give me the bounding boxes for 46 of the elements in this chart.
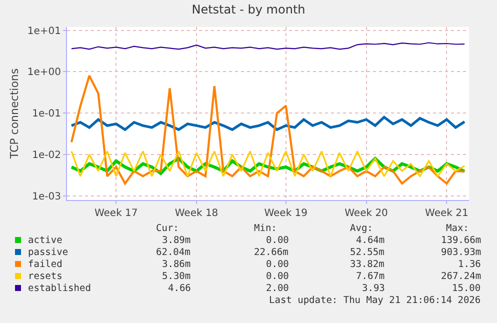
text: 267.24m — [441, 271, 482, 282]
legend-label: resets — [28, 271, 62, 282]
text: 0.00 — [266, 259, 290, 270]
text: 3.86m — [162, 259, 191, 270]
x-tick-label: Week 18 — [174, 208, 218, 219]
y-tick-label: 1e+00 — [27, 67, 61, 78]
text: 3.89m — [162, 235, 191, 246]
text: 2.00 — [266, 283, 290, 294]
legend-label: failed — [28, 259, 62, 270]
text: 139.66m — [441, 235, 482, 246]
text: Avg: — [350, 223, 373, 234]
legend-label: established — [28, 283, 91, 294]
legend-label: passive — [28, 247, 68, 258]
line-series — [70, 42, 466, 50]
text: 4.64m — [356, 235, 385, 246]
text: 33.82m — [350, 259, 385, 270]
text: Cur: — [156, 223, 179, 234]
text: 0.00 — [266, 271, 290, 282]
y-tick-label: 1e-01 — [32, 108, 61, 120]
text: Last update: Thu May 21 21:06:14 2026 — [269, 295, 481, 306]
text: 903.93m — [441, 247, 482, 258]
chart-title: Netstat - by month — [192, 2, 306, 16]
text: 15.00 — [452, 283, 481, 294]
y-tick-label: 1e+01 — [27, 26, 61, 37]
text: 1.36 — [458, 259, 482, 270]
text: Max: — [446, 223, 469, 234]
text: 62.04m — [156, 247, 191, 258]
x-tick-label: Week 20 — [344, 208, 388, 219]
text: Min: — [254, 223, 277, 234]
line-series — [70, 116, 466, 131]
text: 5.30m — [162, 271, 191, 282]
x-tick-label: Week 21 — [425, 208, 468, 219]
x-tick-label: Week 19 — [264, 208, 308, 219]
y-tick-label: 1e-02 — [32, 150, 61, 162]
text: 0.00 — [266, 235, 290, 246]
line-series — [70, 74, 466, 185]
text: 3.93 — [362, 283, 385, 294]
text: 22.66m — [254, 247, 289, 258]
text: 52.55m — [350, 247, 385, 258]
legend-label: active — [28, 235, 63, 246]
line-series — [70, 150, 466, 178]
text: 4.66 — [168, 283, 192, 294]
y-axis-title: TCP connections — [8, 68, 22, 160]
text: 7.67m — [356, 271, 385, 282]
x-tick-label: Week 17 — [94, 208, 138, 219]
y-tick-label: 1e-03 — [32, 191, 61, 202]
